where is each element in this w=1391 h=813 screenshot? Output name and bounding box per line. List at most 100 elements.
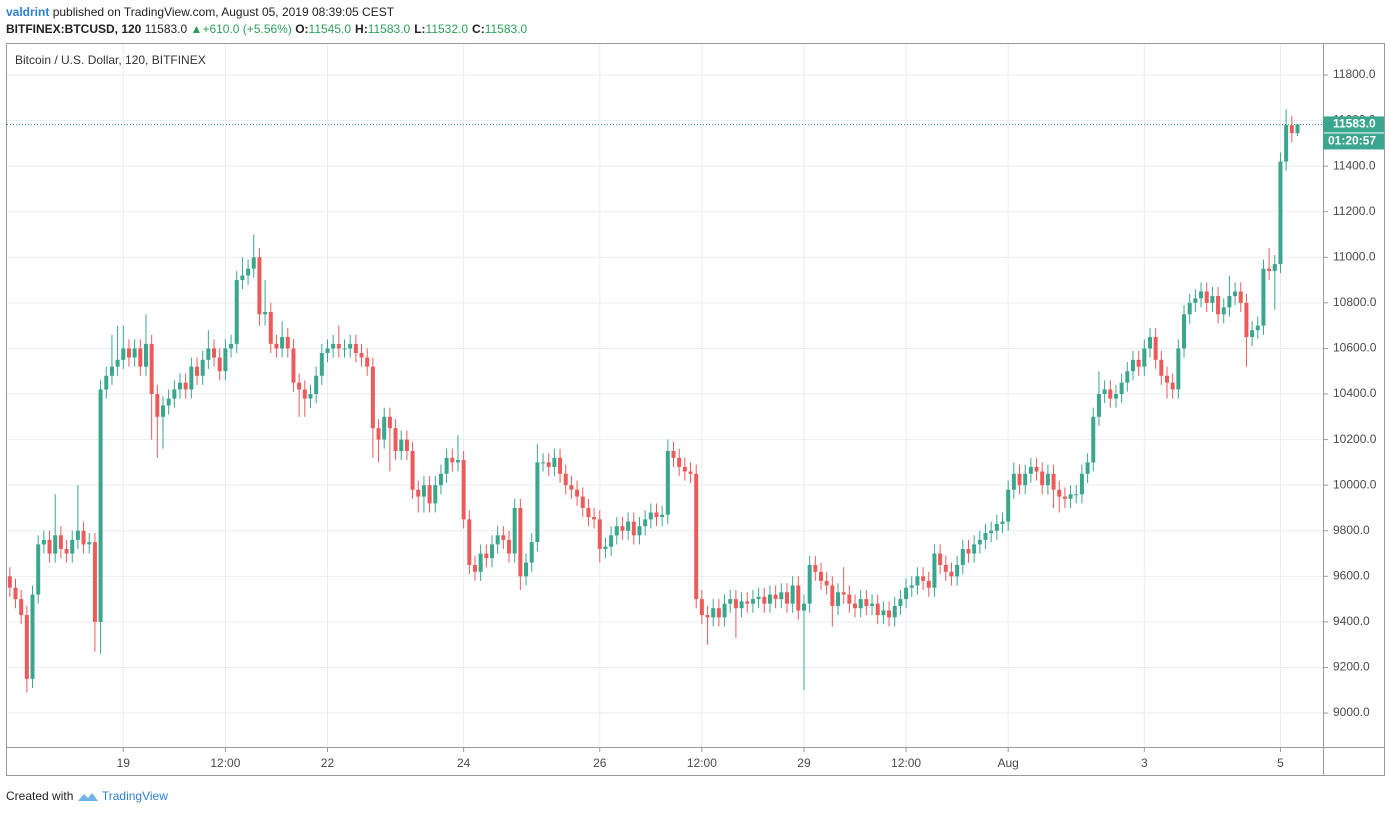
symbol: BITFINEX:BTCUSD, 120	[6, 22, 142, 36]
change: +610.0 (+5.56%)	[202, 22, 292, 36]
candle-body	[121, 348, 126, 360]
candle-body	[87, 542, 92, 545]
ohlc-label: L:	[414, 22, 426, 36]
candle-body	[1068, 494, 1073, 499]
candle-body	[580, 496, 585, 508]
candle-body	[921, 576, 926, 581]
candle-body	[75, 530, 80, 540]
candle-body	[972, 544, 977, 554]
candle-body	[138, 348, 143, 367]
x-tick-label: 24	[457, 756, 471, 770]
candle-body	[784, 592, 789, 604]
chart: Bitcoin / U.S. Dollar, 120, BITFINEX 900…	[6, 43, 1385, 776]
candle-body	[53, 535, 58, 554]
x-tick-label: 22	[321, 756, 335, 770]
candle-body	[489, 544, 494, 559]
candle-body	[603, 546, 608, 549]
y-tick-label: 11400.0	[1333, 158, 1376, 172]
candle-body	[779, 592, 784, 600]
candle-body	[1136, 359, 1141, 367]
candle-body	[212, 348, 217, 358]
candle-body	[257, 257, 262, 315]
candle-body	[864, 599, 869, 606]
candle-body	[240, 275, 245, 281]
candle-body	[382, 416, 387, 440]
footer: Created with TradingView	[6, 789, 168, 803]
published: published on TradingView.com, August 05,…	[52, 5, 395, 19]
candle-body	[172, 389, 177, 399]
candle-body	[801, 603, 806, 611]
y-tick-label: 10600.0	[1333, 341, 1377, 355]
candle-body	[433, 485, 438, 504]
candle-body	[132, 348, 137, 358]
candle-body	[160, 405, 165, 417]
candle-body	[1187, 302, 1192, 315]
candle-body	[1227, 296, 1232, 308]
candle-body	[183, 382, 188, 390]
candle-body	[966, 548, 971, 554]
candle-body	[541, 462, 546, 464]
candle-body	[575, 489, 580, 497]
candle-body	[291, 348, 296, 383]
candle-body	[1108, 389, 1113, 399]
y-tick-label: 10800.0	[1333, 295, 1377, 309]
brand[interactable]: TradingView	[101, 789, 168, 803]
candle-body	[665, 450, 670, 515]
candle-body	[484, 553, 489, 559]
candle-body	[178, 382, 183, 390]
candle-body	[1182, 314, 1187, 349]
candle-body	[858, 599, 863, 609]
candle-body	[733, 599, 738, 609]
candle-body	[331, 343, 336, 349]
candle-body	[535, 462, 540, 543]
candle-body	[1119, 382, 1124, 395]
candle-body	[682, 466, 687, 472]
ohlc-label: O:	[295, 22, 309, 36]
candle-body	[1216, 296, 1221, 315]
candle-body	[1193, 298, 1198, 303]
candle-body	[92, 542, 97, 622]
candle-body	[285, 337, 290, 349]
candle-body	[416, 489, 421, 497]
frame	[6, 43, 1385, 776]
candle-body	[745, 601, 750, 604]
candle-body	[620, 526, 625, 531]
candle-body	[977, 539, 982, 545]
candle-body	[393, 428, 398, 451]
candle-body	[654, 512, 659, 518]
candle-body	[109, 366, 114, 376]
candle-body	[359, 353, 364, 358]
candle-body	[699, 599, 704, 616]
author[interactable]: valdrint	[6, 5, 50, 19]
last-price-box	[1323, 116, 1384, 133]
candle-body	[495, 535, 500, 545]
candle-body	[13, 587, 18, 600]
candle-body	[824, 580, 829, 586]
candle-body	[892, 605, 897, 618]
candle-body	[1051, 473, 1056, 490]
candle-body	[728, 599, 733, 604]
candle-body	[597, 519, 602, 549]
candle-body	[1011, 473, 1016, 490]
candle-body	[569, 485, 574, 490]
candle-body	[263, 311, 268, 315]
candle-body	[847, 594, 852, 604]
candle-body	[314, 375, 319, 395]
y-tick-label: 11000.0	[1333, 249, 1376, 263]
candle-body	[875, 603, 880, 616]
candle-body	[467, 519, 472, 565]
candle-body	[1250, 330, 1255, 338]
candle-body	[1034, 466, 1039, 472]
candle-body	[756, 596, 761, 600]
candle-body	[268, 311, 273, 344]
candle-body	[501, 535, 506, 540]
candle-body	[155, 394, 160, 417]
candle-body	[909, 585, 914, 588]
candle-body	[1006, 489, 1011, 522]
candle-body	[631, 521, 636, 536]
ohlc-value: 11545.0	[308, 22, 352, 36]
candle-body	[166, 398, 171, 406]
candle-body	[512, 507, 517, 554]
candle-body	[280, 337, 285, 349]
